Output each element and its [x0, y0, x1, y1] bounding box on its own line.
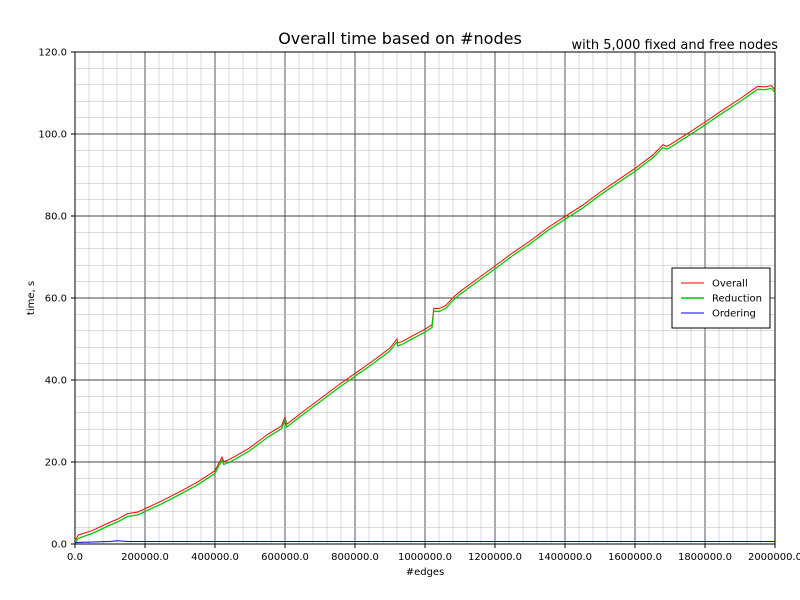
y-tick-label: 20.0 [45, 458, 67, 469]
x-tick-label: 400000.0 [191, 552, 239, 563]
x-tick-label: 200000.0 [121, 552, 169, 563]
y-tick-label: 40.0 [45, 376, 67, 387]
series-line-overall [74, 85, 776, 541]
x-tick-label: 1200000.0 [468, 552, 522, 563]
legend-label-ordering: Ordering [712, 309, 756, 320]
legend-items: Overall Reduction Ordering [681, 279, 762, 320]
y-tick-label: 0.0 [51, 540, 67, 551]
x-tick-label: 600000.0 [261, 552, 309, 563]
x-tick-label: 2000000.0 [748, 552, 800, 563]
x-tick-label: 1000000.0 [398, 552, 452, 563]
y-tick-label: 120.0 [38, 48, 67, 59]
x-tick-label: 0.0 [67, 552, 83, 563]
axis-ticks: 0.0 200000.0 400000.0 600000.0 800000.0 10000… [38, 48, 800, 564]
y-tick-label: 60.0 [45, 294, 67, 305]
chart-title: Overall time based on #nodes [278, 29, 522, 48]
x-axis-label: #edges [406, 567, 445, 578]
grid [74, 51, 776, 545]
y-axis-label: time, s [26, 281, 37, 315]
x-tick-label: 1800000.0 [678, 552, 732, 563]
x-tick-label: 1400000.0 [538, 552, 592, 563]
y-tick-label: 100.0 [38, 130, 67, 141]
series-line-ordering [74, 540, 775, 544]
x-tick-label: 1600000.0 [608, 552, 662, 563]
series-layer [74, 85, 776, 544]
y-tick-label: 80.0 [45, 212, 67, 223]
legend: Overall Reduction Ordering [671, 267, 771, 329]
legend-label-reduction: Reduction [712, 294, 762, 305]
legend-label-overall: Overall [712, 279, 748, 290]
series-line-reduction [74, 87, 776, 544]
x-tick-label: 800000.0 [331, 552, 379, 563]
chart-subtitle: with 5,000 fixed and free nodes [572, 38, 779, 53]
